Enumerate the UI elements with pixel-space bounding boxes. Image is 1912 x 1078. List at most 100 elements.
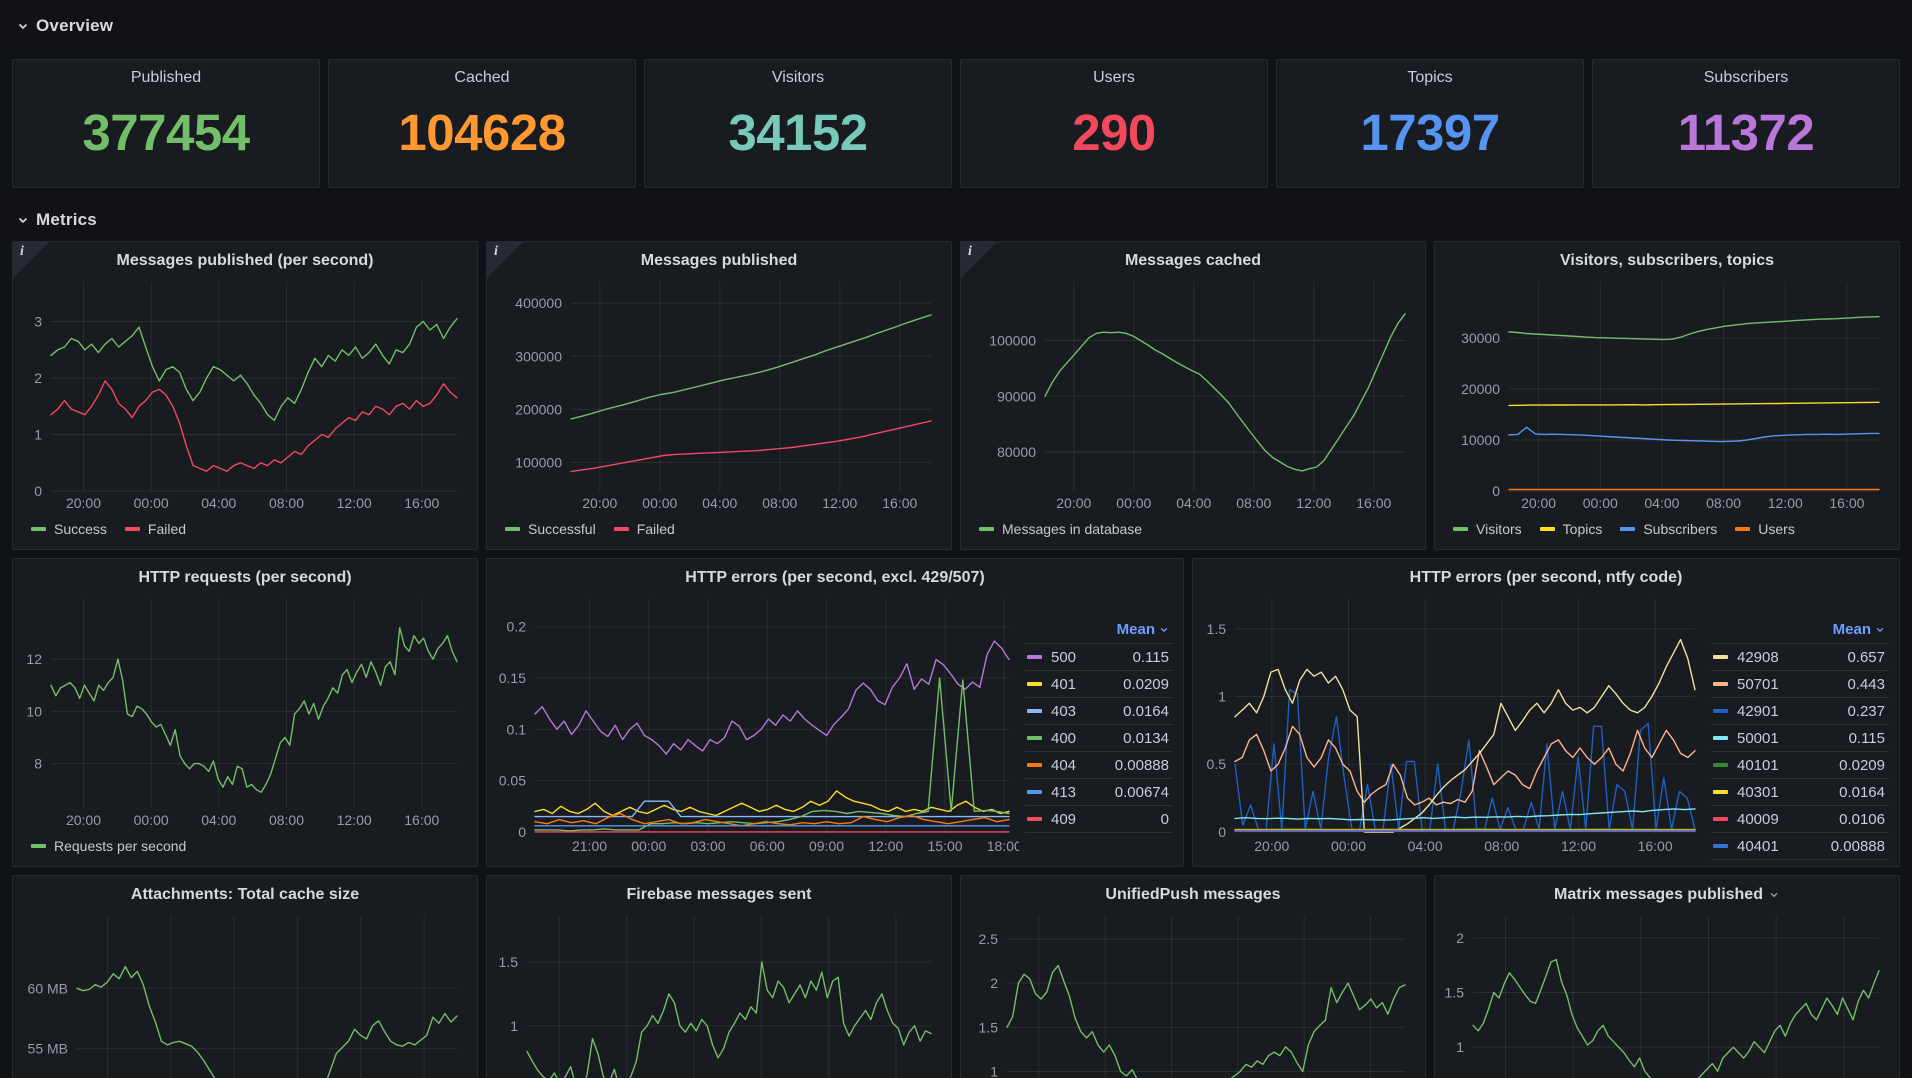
chart-messages-cached[interactable]: 20:00 00:00 04:00 08:00 12:00 16:00 80000 90000… — [971, 276, 1415, 515]
legend-swatch — [124, 527, 140, 531]
panel-title[interactable]: HTTP errors (per second, excl. 429/507) — [685, 569, 985, 586]
series-mean-value: 0.237 — [1847, 702, 1885, 720]
legend-table-row[interactable]: 404 0.00888 — [1025, 751, 1173, 778]
legend-item[interactable]: Users — [1735, 521, 1795, 537]
legend-table-row[interactable]: 50001 0.115 — [1711, 724, 1889, 751]
panel-title[interactable]: HTTP errors (per second, ntfy code) — [1409, 569, 1683, 586]
legend-item[interactable]: Subscribers — [1620, 521, 1717, 537]
panel-title[interactable]: Visitors, subscribers, topics — [1559, 252, 1774, 269]
series-line-Firebase messages sent — [526, 961, 932, 1078]
legend-table-row[interactable]: 403 0.0164 — [1025, 697, 1173, 724]
y-tick-label: 2 — [1456, 930, 1464, 946]
charts-row-2: HTTP requests (per second) 20:00 00:00 04:… — [12, 558, 1900, 867]
chart-visitors-subscribers-topics[interactable]: 20:00 00:00 04:00 08:00 12:00 16:00 0 10000 2000… — [1445, 276, 1889, 515]
stat-users: Users 290 — [960, 59, 1268, 188]
series-code: 42908 — [1737, 648, 1779, 666]
stat-title: Subscribers — [1703, 69, 1789, 86]
legend-item[interactable]: Successful — [505, 521, 596, 537]
section-header-overview[interactable]: Overview — [16, 14, 1900, 38]
series-code: 400 — [1051, 729, 1077, 747]
legend-table-row[interactable]: 400 0.0134 — [1025, 724, 1173, 751]
legend-table-mean-header[interactable]: Mean — [1025, 619, 1173, 643]
legend-table-row[interactable]: 413 0.00674 — [1025, 778, 1173, 805]
legend-table-mean-header[interactable]: Mean — [1711, 619, 1889, 643]
legend-table-row[interactable]: 401 0.0209 — [1025, 670, 1173, 697]
x-tick-label: 12:00 — [822, 495, 857, 511]
chart-http-requests[interactable]: 20:00 00:00 04:00 08:00 12:00 16:00 8 10 12 — [23, 593, 467, 832]
legend-swatch — [31, 527, 46, 531]
panel-matrix-messages: Matrix messages published 20:0000:0004:0… — [1434, 875, 1900, 1078]
x-tick-label: 00:00 — [134, 812, 169, 828]
legend-item[interactable]: Failed — [613, 521, 675, 537]
legend-table-row[interactable]: 42901 0.237 — [1711, 697, 1889, 724]
y-tick-label: 2.5 — [979, 931, 999, 947]
legend-table-row[interactable]: 40009 0.0106 — [1711, 805, 1889, 832]
section-header-metrics[interactable]: Metrics — [16, 208, 1900, 232]
legend-swatch — [1027, 763, 1042, 767]
y-tick-label: 20000 — [1461, 381, 1500, 397]
info-icon[interactable]: i — [961, 242, 997, 278]
panel-title[interactable]: UnifiedPush messages — [1105, 886, 1281, 903]
panel-title[interactable]: Messages published — [640, 252, 798, 269]
chart-legend: Success Failed — [23, 517, 467, 541]
x-tick-label: 16:00 — [1638, 838, 1673, 854]
legend-swatch — [1453, 527, 1468, 531]
chart-canvas: 21:00 00:00 03:00 06:00 09:00 12:00 15:00 18:00… — [499, 599, 1022, 854]
series-mean-value: 0.0209 — [1123, 675, 1169, 693]
series-line-UnifiedPush — [1006, 964, 1406, 1078]
legend-item[interactable]: Failed — [124, 521, 186, 537]
panel-title[interactable]: Matrix messages published — [1445, 882, 1889, 908]
chart-canvas: 20:00 00:00 04:00 08:00 12:00 16:00 0 1 2 3 — [34, 282, 458, 511]
series-mean-value: 0.00674 — [1114, 783, 1169, 801]
x-tick-label: 12:00 — [1561, 838, 1596, 854]
legend-table-row[interactable]: 50701 0.443 — [1711, 670, 1889, 697]
legend-label: Messages in database — [1002, 521, 1143, 537]
info-icon[interactable]: i — [487, 242, 523, 278]
series-code: 50001 — [1737, 729, 1779, 747]
panel-title[interactable]: Firebase messages sent — [626, 886, 812, 903]
legend-table-row[interactable]: 40101 0.0209 — [1711, 751, 1889, 778]
y-tick-label: 1 — [1218, 689, 1226, 705]
panel-title[interactable]: HTTP requests (per second) — [138, 569, 352, 586]
legend-table-row[interactable]: 42908 0.657 — [1711, 643, 1889, 670]
panel-messages-cached: i Messages cached 20:00 00:00 04:00 08:00 12… — [960, 241, 1426, 550]
series-code: 401 — [1051, 675, 1077, 693]
stat-title: Published — [130, 69, 202, 86]
series-code: 500 — [1051, 648, 1077, 666]
panel-http-requests: HTTP requests (per second) 20:00 00:00 04:… — [12, 558, 478, 867]
panel-title[interactable]: Messages cached — [1124, 252, 1262, 269]
legend-table-row[interactable]: 40401 0.00888 — [1711, 832, 1889, 860]
panel-title[interactable]: Attachments: Total cache size — [130, 886, 360, 903]
y-tick-label: 0.05 — [499, 773, 526, 789]
legend-item[interactable]: Topics — [1539, 521, 1602, 537]
panel-title[interactable]: Messages published (per second) — [116, 252, 374, 269]
legend-item[interactable]: Messages in database — [979, 521, 1142, 537]
info-icon[interactable]: i — [13, 242, 49, 278]
y-tick-label: 0.5 — [1207, 756, 1227, 772]
legend-table-row[interactable]: 40301 0.0164 — [1711, 778, 1889, 805]
chart-canvas: 20:00 00:00 04:00 08:00 12:00 16:00 0 0.5 1 1.5 — [1207, 599, 1696, 854]
chart-http-errors-ntfy[interactable]: 20:00 00:00 04:00 08:00 12:00 16:00 0 0.5 1 1.5 — [1203, 593, 1705, 858]
x-tick-label: 04:00 — [1408, 838, 1443, 854]
chart-messages-published-rate[interactable]: 20:00 00:00 04:00 08:00 12:00 16:00 0 1 2 3 — [23, 276, 467, 515]
legend-swatch — [31, 844, 46, 848]
legend-item[interactable]: Success — [31, 521, 107, 537]
legend-table-row[interactable]: 409 0 — [1025, 805, 1173, 833]
x-tick-label: 16:00 — [1356, 495, 1391, 511]
y-tick-label: 10 — [26, 703, 42, 719]
stat-value: 11372 — [1677, 103, 1815, 161]
chart-messages-published[interactable]: 20:00 00:00 04:00 08:00 12:00 16:00 100000 2000… — [497, 276, 941, 515]
series-mean-value: 0.0134 — [1123, 729, 1169, 747]
x-tick-label: 08:00 — [1484, 838, 1519, 854]
legend-table-row[interactable]: 500 0.115 — [1025, 643, 1173, 670]
charts-row-3: Attachments: Total cache size 20:0000:00… — [12, 875, 1900, 1078]
legend-swatch — [1713, 682, 1728, 686]
legend-item[interactable]: Requests per second — [31, 838, 186, 854]
chart-http-errors-excl[interactable]: 21:00 00:00 03:00 06:00 09:00 12:00 15:00 18:00… — [497, 593, 1022, 858]
legend-item[interactable]: Visitors — [1453, 521, 1522, 537]
